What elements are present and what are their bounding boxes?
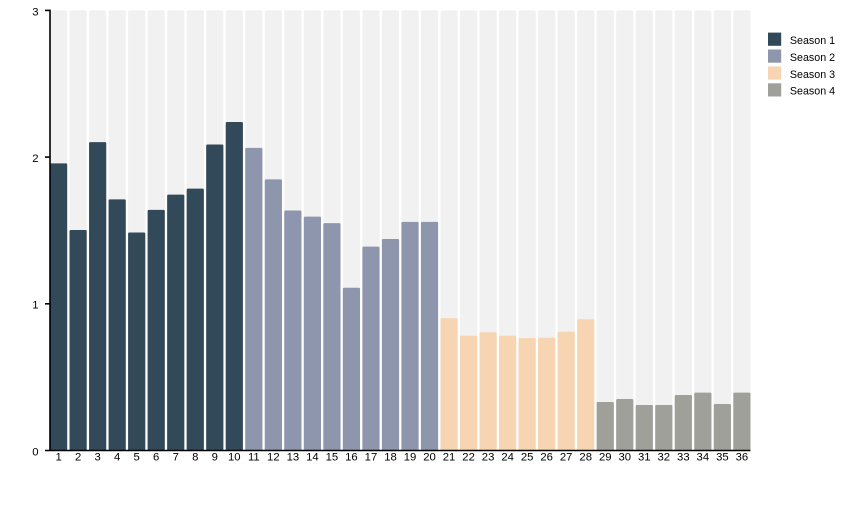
svg-text:26: 26 <box>540 452 553 464</box>
svg-text:Season 4: Season 4 <box>790 86 835 98</box>
svg-text:33: 33 <box>677 452 690 464</box>
svg-text:35: 35 <box>716 452 729 464</box>
svg-text:1: 1 <box>32 300 38 312</box>
svg-text:36: 36 <box>736 452 749 464</box>
svg-text:5: 5 <box>134 452 140 464</box>
svg-text:20: 20 <box>423 452 436 464</box>
svg-text:28: 28 <box>579 452 592 464</box>
svg-text:9: 9 <box>212 452 218 464</box>
svg-text:14: 14 <box>306 452 319 464</box>
svg-text:2: 2 <box>32 153 38 165</box>
svg-text:8: 8 <box>192 452 198 464</box>
svg-text:21: 21 <box>443 452 456 464</box>
svg-text:22: 22 <box>462 452 475 464</box>
svg-text:15: 15 <box>326 452 339 464</box>
svg-text:16: 16 <box>345 452 358 464</box>
svg-text:32: 32 <box>658 452 671 464</box>
svg-text:30: 30 <box>618 452 631 464</box>
svg-text:13: 13 <box>287 452 300 464</box>
svg-text:0: 0 <box>32 446 38 458</box>
svg-text:25: 25 <box>521 452 534 464</box>
svg-text:23: 23 <box>482 452 495 464</box>
svg-text:Season 1: Season 1 <box>790 35 835 47</box>
svg-text:7: 7 <box>173 452 179 464</box>
svg-text:2: 2 <box>75 452 81 464</box>
svg-text:27: 27 <box>560 452 573 464</box>
svg-text:18: 18 <box>384 452 397 464</box>
svg-text:31: 31 <box>638 452 651 464</box>
svg-text:11: 11 <box>248 452 260 464</box>
svg-text:34: 34 <box>697 452 710 464</box>
svg-text:29: 29 <box>599 452 612 464</box>
svg-text:1: 1 <box>55 452 61 464</box>
svg-text:4: 4 <box>114 452 120 464</box>
svg-text:Season 2: Season 2 <box>790 52 835 64</box>
svg-text:17: 17 <box>365 452 378 464</box>
svg-text:19: 19 <box>404 452 417 464</box>
svg-text:10: 10 <box>228 452 241 464</box>
svg-text:3: 3 <box>32 6 38 18</box>
svg-text:24: 24 <box>501 452 514 464</box>
svg-text:12: 12 <box>267 452 280 464</box>
svg-text:6: 6 <box>153 452 159 464</box>
svg-text:Season 3: Season 3 <box>790 69 835 81</box>
svg-text:3: 3 <box>95 452 101 464</box>
